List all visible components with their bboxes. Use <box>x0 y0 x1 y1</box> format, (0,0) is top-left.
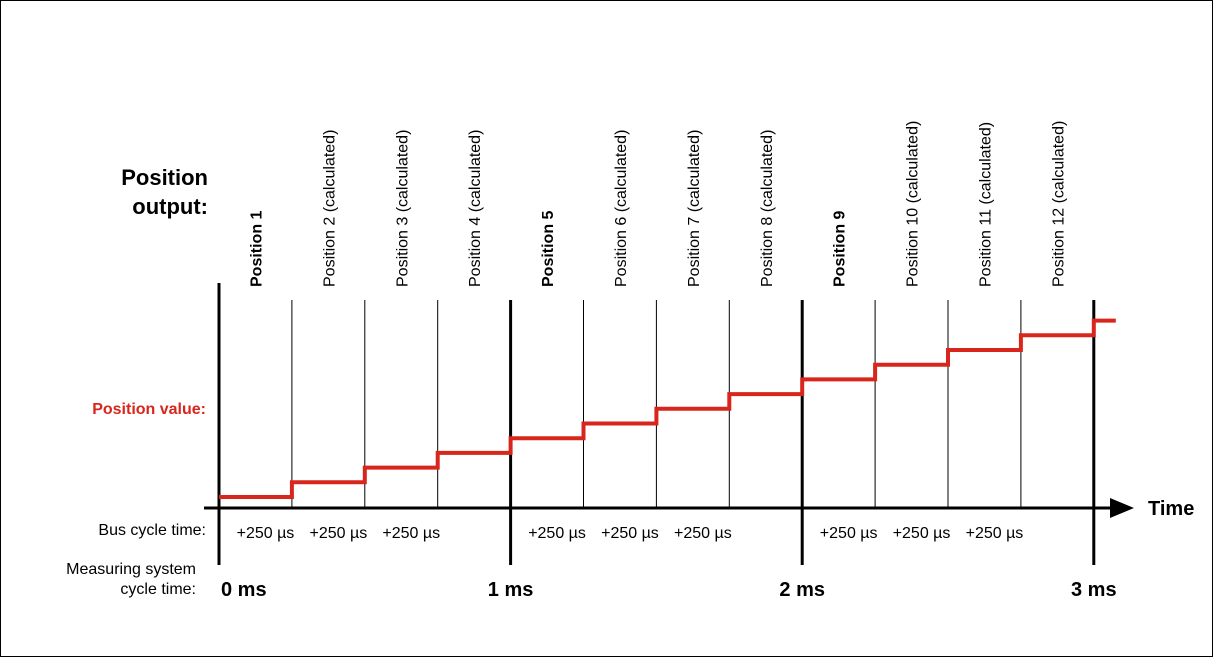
position-output-heading-line1: Position <box>121 165 208 190</box>
bus-cycle-increment-label: +250 µs <box>382 525 440 542</box>
position-output-label: Position 6 (calculated) <box>613 130 630 287</box>
position-output-label: Position 9 <box>832 210 849 287</box>
ms-label: 3 ms <box>1071 579 1117 601</box>
time-axis-arrowhead <box>1110 498 1134 518</box>
ms-label: 1 ms <box>488 579 534 601</box>
position-output-label: Position 2 (calculated) <box>321 130 338 287</box>
position-value-heading: Position value: <box>92 401 206 418</box>
position-value-signal <box>219 318 1116 499</box>
position-output-label: Position 4 (calculated) <box>467 130 484 287</box>
position-output-label: Position 11 (calculated) <box>977 122 994 287</box>
position-output-label: Position 12 (calculated) <box>1050 121 1067 287</box>
position-output-label: Position 3 (calculated) <box>394 130 411 287</box>
position-output-heading-line2: output: <box>132 194 208 219</box>
bus-cycle-increment-label: +250 µs <box>309 525 367 542</box>
position-output-label: Position 5 <box>540 210 557 287</box>
time-axis-label: Time <box>1148 498 1194 520</box>
bus-cycle-increment-label: +250 µs <box>528 525 586 542</box>
bus-cycle-increment-label: +250 µs <box>674 525 732 542</box>
ms-label: 2 ms <box>779 579 825 601</box>
position-output-label: Position 10 (calculated) <box>905 121 922 287</box>
bus-cycle-increment-label: +250 µs <box>893 525 951 542</box>
bus-cycle-increment-label: +250 µs <box>820 525 878 542</box>
bus-cycle-increment-label: +250 µs <box>601 525 659 542</box>
measuring-cycle-heading-line2: cycle time: <box>120 581 196 598</box>
position-output-label: Position 8 (calculated) <box>759 130 776 287</box>
position-output-label: Position 1 <box>248 210 265 287</box>
bus-cycle-heading: Bus cycle time: <box>98 522 206 539</box>
bus-cycle-increment-label: +250 µs <box>237 525 295 542</box>
measuring-cycle-heading-line1: Measuring system <box>66 561 196 578</box>
bus-cycle-increment-label: +250 µs <box>966 525 1024 542</box>
ms-label: 0 ms <box>221 579 267 601</box>
position-output-label: Position 7 (calculated) <box>686 130 703 287</box>
